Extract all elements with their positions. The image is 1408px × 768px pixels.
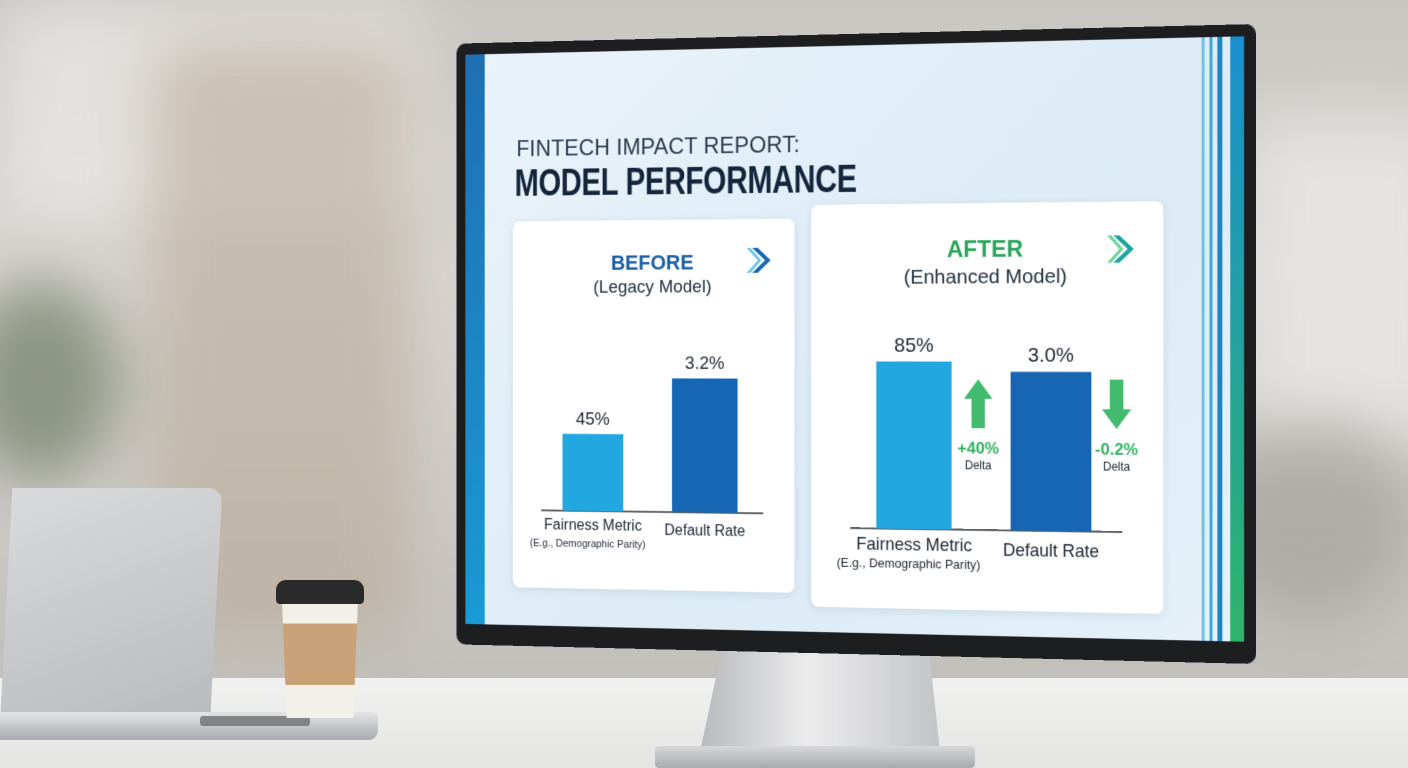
delta-label: Delta — [1103, 461, 1131, 474]
background-plant — [0, 280, 120, 480]
before-bar-chart: 45% Fairness Metric (E.g., Demographic Par… — [530, 352, 795, 551]
report-kicker: FINTECH IMPACT REPORT: — [516, 131, 800, 162]
after-panel: AFTER (Enhanced Model) 85% Fairness Metri… — [811, 201, 1164, 615]
after-bar-fairness — [876, 361, 952, 530]
arrow-up-icon — [963, 379, 993, 429]
monitor-screen: FINTECH IMPACT REPORT: MODEL PERFORMANCE… — [465, 36, 1245, 642]
before-panel: BEFORE (Legacy Model) 45% Fairness Metric… — [512, 218, 795, 593]
left-accent-stripe — [465, 54, 485, 625]
arrow-down-icon — [1102, 379, 1132, 430]
after-data-label: 3.0% — [1028, 345, 1074, 367]
laptop-keyboard — [200, 716, 310, 726]
delta-value: -0.2% — [1095, 440, 1139, 459]
coffee-cup — [282, 600, 358, 718]
coffee-cup-lid — [276, 580, 364, 604]
before-data-label: 3.2% — [685, 352, 724, 373]
before-bar-fairness — [562, 433, 624, 512]
monitor-stand-foot — [655, 746, 975, 768]
before-category-label: Default Rate — [664, 522, 745, 540]
background-window-right — [1250, 120, 1408, 440]
before-bar-default-rate — [671, 378, 738, 513]
before-category-note: (E.g., Demographic Parity) — [530, 537, 646, 551]
right-accent-stripes — [1199, 36, 1245, 642]
after-data-label: 85% — [894, 335, 934, 357]
before-data-label: 45% — [576, 408, 610, 429]
before-category-label: Fairness Metric — [544, 517, 642, 535]
after-bar-chart: 85% Fairness Metric(E.g., Demographic Par… — [837, 335, 1139, 573]
monitor-stand — [700, 640, 940, 752]
after-category-note: (E.g., Demographic Parity) — [837, 556, 981, 573]
delta-value: +40% — [957, 439, 999, 458]
monitor: FINTECH IMPACT REPORT: MODEL PERFORMANCE… — [456, 24, 1256, 664]
chevron-right-icon — [1107, 235, 1134, 263]
delta-label: Delta — [965, 460, 992, 472]
report-title: MODEL PERFORMANCE — [514, 157, 857, 205]
after-category-label: Default Rate — [1003, 540, 1099, 562]
after-bar-default-rate — [1010, 371, 1092, 532]
after-category-label: Fairness Metric — [856, 533, 972, 555]
laptop-screen — [0, 488, 223, 724]
